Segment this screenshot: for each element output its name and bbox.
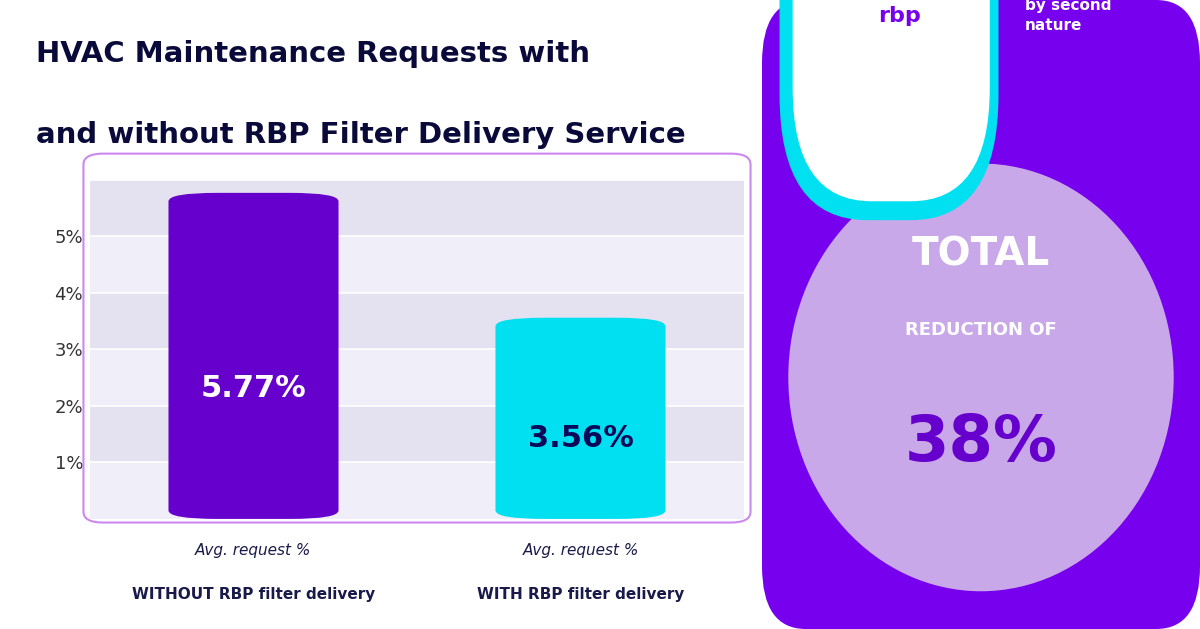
Text: WITH RBP filter delivery: WITH RBP filter delivery xyxy=(476,587,684,603)
Text: Avg. request %: Avg. request % xyxy=(196,543,312,558)
Text: Avg. request %: Avg. request % xyxy=(522,543,638,558)
Bar xyxy=(90,237,744,293)
Text: 38%: 38% xyxy=(905,413,1057,474)
Bar xyxy=(90,180,744,237)
FancyBboxPatch shape xyxy=(780,0,998,220)
Text: REDUCTION OF: REDUCTION OF xyxy=(905,321,1057,339)
Text: by second
nature: by second nature xyxy=(1025,0,1111,33)
Ellipse shape xyxy=(788,164,1174,591)
Text: and without RBP Filter Delivery Service: and without RBP Filter Delivery Service xyxy=(36,121,685,148)
FancyBboxPatch shape xyxy=(793,0,990,201)
Text: TOTAL: TOTAL xyxy=(912,236,1050,274)
Text: HVAC Maintenance Requests with: HVAC Maintenance Requests with xyxy=(36,40,590,69)
FancyBboxPatch shape xyxy=(496,318,666,519)
FancyBboxPatch shape xyxy=(168,193,338,519)
Bar xyxy=(90,293,744,349)
Text: 5.77%: 5.77% xyxy=(200,374,306,403)
Text: 3.56%: 3.56% xyxy=(528,424,634,453)
Text: rbp: rbp xyxy=(878,6,922,26)
Text: WITHOUT RBP filter delivery: WITHOUT RBP filter delivery xyxy=(132,587,376,603)
Bar xyxy=(90,406,744,462)
Bar xyxy=(90,349,744,406)
FancyBboxPatch shape xyxy=(762,0,1200,629)
Bar xyxy=(90,462,744,519)
